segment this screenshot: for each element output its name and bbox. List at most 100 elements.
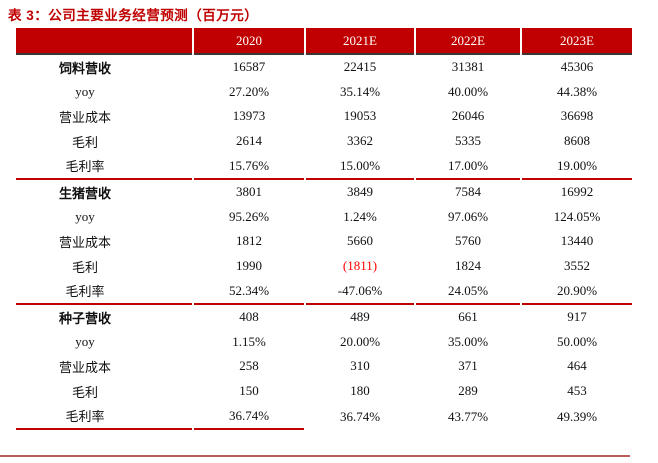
value-cell: 15.00% (306, 153, 414, 180)
value-cell: -47.06% (306, 278, 414, 305)
table-row: yoy 27.20% 35.14% 40.00% 44.38% (16, 80, 632, 105)
value-cell: 36.74% (194, 403, 304, 430)
value-cell: 5760 (455, 233, 481, 249)
value-cell: 5660 (347, 233, 373, 249)
table-row: 毛利 1990 (1811) 1824 3552 (16, 254, 632, 279)
value-cell: 258 (239, 358, 259, 374)
table-row: 饲料营收 16587 22415 31381 45306 (16, 55, 632, 80)
table-row: 营业成本 258 310 371 464 (16, 354, 632, 379)
value-cell: 95.26% (228, 208, 270, 224)
value-cell: 20.00% (339, 333, 381, 349)
value-cell: 43.77% (447, 408, 489, 424)
value-cell: 52.34% (194, 278, 304, 305)
value-cell-negative: (1811) (342, 258, 378, 274)
table-row: 毛利率 36.74% 36.74% 43.77% 49.39% (16, 403, 632, 430)
footer-divider (0, 455, 630, 457)
table-row: 营业成本 1812 5660 5760 13440 (16, 229, 632, 254)
value-cell: 17.00% (416, 153, 520, 180)
value-cell: 44.38% (556, 83, 598, 99)
table-row: 毛利率 15.76% 15.00% 17.00% 19.00% (16, 153, 632, 180)
row-label: 生猪营收 (58, 185, 111, 201)
table-row: yoy 1.15% 20.00% 35.00% 50.00% (16, 330, 632, 355)
header-cell-2023e: 2023E (522, 28, 632, 55)
value-cell: 36698 (560, 108, 594, 124)
row-label: 营业成本 (58, 234, 111, 250)
value-cell: 3552 (564, 258, 590, 274)
value-cell: 1.24% (343, 208, 377, 224)
header-cell-2021e: 2021E (306, 28, 414, 55)
row-label: 毛利率 (16, 403, 192, 430)
table-row: 营业成本 13973 19053 26046 36698 (16, 104, 632, 129)
row-label: 毛利 (71, 259, 98, 275)
value-cell: 1.15% (232, 333, 266, 349)
table-row: 毛利 2614 3362 5335 8608 (16, 129, 632, 154)
value-cell: 8608 (564, 133, 590, 149)
row-label: 饲料营收 (58, 60, 111, 76)
value-cell: 35.00% (447, 333, 489, 349)
value-cell: 27.20% (228, 83, 270, 99)
table-title: 表 3：公司主要业务经营预测（百万元） (8, 8, 259, 23)
value-cell: 5335 (455, 133, 481, 149)
header-row: 2020 2021E 2022E 2023E (16, 28, 632, 55)
value-cell: 24.05% (416, 278, 520, 305)
value-cell: 1824 (455, 258, 481, 274)
value-cell: 19.00% (522, 153, 632, 180)
row-label: 营业成本 (58, 359, 111, 375)
value-cell: 15.76% (194, 153, 304, 180)
value-cell: 150 (239, 383, 259, 399)
row-label: 种子营收 (58, 310, 111, 326)
value-cell: 13440 (560, 233, 594, 249)
row-label: 毛利率 (16, 153, 192, 180)
value-cell: 1990 (236, 258, 262, 274)
header-cell-2022e: 2022E (416, 28, 520, 55)
section-feed: 饲料营收 16587 22415 31381 45306 yoy 27.20% … (16, 55, 632, 180)
value-cell: 1812 (236, 233, 262, 249)
row-label: 毛利 (71, 134, 98, 150)
value-cell: 917 (567, 309, 587, 325)
value-cell: 408 (239, 309, 259, 325)
row-label: 毛利 (71, 384, 98, 400)
row-label: 毛利率 (16, 278, 192, 305)
value-cell: 50.00% (556, 333, 598, 349)
value-cell: 16587 (232, 59, 266, 75)
table-row: 生猪营收 3801 3849 7584 16992 (16, 180, 632, 205)
value-cell: 180 (350, 383, 370, 399)
section-seed: 种子营收 408 489 661 917 yoy 1.15% 20.00% 35… (16, 305, 632, 430)
value-cell: 31381 (451, 59, 485, 75)
value-cell: 7584 (455, 184, 481, 200)
row-label: yoy (75, 83, 95, 99)
value-cell: 16992 (560, 184, 594, 200)
table-row: yoy 95.26% 1.24% 97.06% 124.05% (16, 205, 632, 230)
value-cell: 3362 (347, 133, 373, 149)
value-cell: 289 (458, 383, 478, 399)
value-cell: 20.90% (522, 278, 632, 305)
table-row: 种子营收 408 489 661 917 (16, 305, 632, 330)
value-cell: 124.05% (553, 208, 601, 224)
value-cell: 49.39% (556, 408, 598, 424)
value-cell: 371 (458, 358, 478, 374)
forecast-table: 2020 2021E 2022E 2023E 饲料营收 16587 22415 … (14, 28, 634, 430)
value-cell: 453 (567, 383, 587, 399)
row-label: yoy (75, 208, 95, 224)
value-cell: 661 (458, 309, 478, 325)
value-cell: 310 (350, 358, 370, 374)
value-cell: 26046 (451, 108, 485, 124)
value-cell: 489 (350, 309, 370, 325)
table-row: 毛利 150 180 289 453 (16, 379, 632, 404)
value-cell: 97.06% (447, 208, 489, 224)
header-cell-label (16, 28, 192, 55)
row-label: 营业成本 (58, 109, 111, 125)
section-pig: 生猪营收 3801 3849 7584 16992 yoy 95.26% 1.2… (16, 180, 632, 305)
value-cell: 3849 (347, 184, 373, 200)
value-cell: 19053 (343, 108, 377, 124)
value-cell: 40.00% (447, 83, 489, 99)
value-cell: 22415 (343, 59, 377, 75)
value-cell: 36.74% (339, 408, 381, 424)
header-cell-2020: 2020 (194, 28, 304, 55)
table-row: 毛利率 52.34% -47.06% 24.05% 20.90% (16, 278, 632, 305)
value-cell: 464 (567, 358, 587, 374)
value-cell: 13973 (232, 108, 266, 124)
value-cell: 3801 (236, 184, 262, 200)
row-label: yoy (75, 333, 95, 349)
